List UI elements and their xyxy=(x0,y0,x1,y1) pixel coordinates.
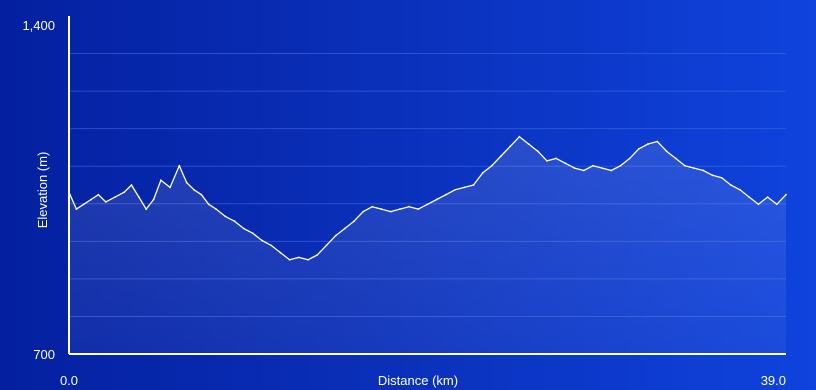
data-point xyxy=(82,203,85,206)
data-point xyxy=(693,167,695,170)
data-point xyxy=(160,179,162,182)
data-point xyxy=(261,239,263,242)
data-point xyxy=(785,193,787,196)
data-point xyxy=(224,215,227,218)
data-point xyxy=(288,258,291,261)
data-point xyxy=(711,174,714,177)
data-point xyxy=(123,191,126,194)
data-point xyxy=(169,186,172,189)
data-point xyxy=(68,191,70,194)
y-axis-label: Elevation (m) xyxy=(35,152,50,229)
data-point xyxy=(454,188,456,191)
data-point xyxy=(233,220,236,223)
x-axis-label: Distance (km) xyxy=(378,373,458,388)
data-point xyxy=(207,203,210,206)
y-tick-label-top: 1,400 xyxy=(22,18,55,33)
data-point xyxy=(279,251,282,254)
data-point xyxy=(592,164,594,167)
data-point xyxy=(638,147,640,150)
data-point xyxy=(97,193,100,196)
data-point xyxy=(582,169,585,172)
data-point xyxy=(371,205,374,208)
data-point xyxy=(775,203,778,206)
data-point xyxy=(152,198,155,201)
data-point xyxy=(573,167,576,170)
data-point xyxy=(399,208,401,211)
data-point xyxy=(145,208,148,211)
data-point xyxy=(472,184,475,186)
data-point xyxy=(75,208,78,211)
data-point xyxy=(564,162,567,165)
data-point xyxy=(185,181,188,184)
data-point xyxy=(720,176,723,179)
data-point xyxy=(739,188,741,191)
data-point xyxy=(316,254,319,256)
data-point xyxy=(389,210,392,213)
data-point xyxy=(647,143,649,145)
data-point xyxy=(665,150,668,153)
data-point xyxy=(130,184,133,186)
data-point xyxy=(297,256,300,259)
data-point xyxy=(215,208,218,211)
data-point xyxy=(445,193,447,196)
data-point xyxy=(674,157,677,160)
elevation-line xyxy=(68,136,787,261)
data-point xyxy=(104,201,107,203)
data-point xyxy=(748,196,751,199)
data-point xyxy=(343,227,346,230)
data-point xyxy=(619,164,622,167)
data-point xyxy=(536,150,539,153)
data-point xyxy=(193,188,195,191)
data-point xyxy=(527,143,530,145)
data-point xyxy=(702,169,705,172)
data-point xyxy=(138,196,140,199)
data-point xyxy=(601,167,604,170)
data-point xyxy=(178,164,181,167)
data-point xyxy=(546,160,548,162)
data-point xyxy=(325,244,328,247)
data-point xyxy=(684,164,686,167)
data-point xyxy=(481,172,484,174)
y-tick-label-bottom: 700 xyxy=(33,347,55,362)
data-point xyxy=(380,208,383,211)
data-point xyxy=(90,198,92,201)
x-tick-label-start: 0.0 xyxy=(60,373,78,388)
data-point xyxy=(200,193,203,196)
x-tick-label-end: 39.0 xyxy=(761,373,786,388)
data-point xyxy=(417,208,420,211)
data-point xyxy=(270,244,273,247)
data-point xyxy=(729,184,732,186)
data-point xyxy=(500,155,502,157)
data-point xyxy=(656,140,659,143)
data-point xyxy=(463,186,466,189)
data-point xyxy=(766,196,769,199)
data-point xyxy=(362,210,365,213)
data-point xyxy=(628,157,631,160)
data-point xyxy=(307,258,309,261)
data-point xyxy=(435,198,438,201)
data-point xyxy=(426,203,429,206)
elevation-area xyxy=(69,136,786,354)
data-point xyxy=(509,145,512,148)
data-point xyxy=(408,205,410,208)
data-points xyxy=(68,135,787,261)
data-point xyxy=(518,135,521,138)
data-point xyxy=(490,164,493,167)
data-point xyxy=(555,157,558,160)
data-point xyxy=(757,203,760,206)
data-point xyxy=(610,169,613,172)
data-point xyxy=(242,227,245,230)
data-point xyxy=(114,196,116,199)
data-point xyxy=(353,220,355,223)
data-point xyxy=(334,234,337,237)
data-point xyxy=(251,232,254,235)
